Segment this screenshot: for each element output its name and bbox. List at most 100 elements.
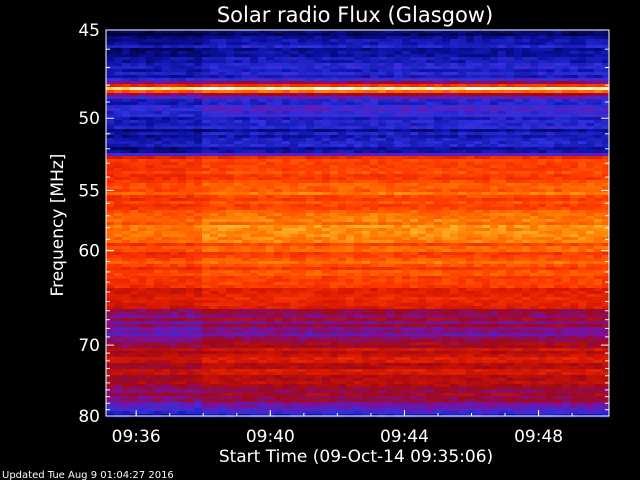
spectrogram-cell xyxy=(330,72,339,76)
spectrogram-cell xyxy=(322,45,331,49)
spectrogram-cell xyxy=(474,135,483,139)
spectrogram-cell xyxy=(250,66,259,70)
spectrogram-cell xyxy=(402,96,411,100)
spectrogram-cell xyxy=(474,195,483,199)
spectrogram-cell xyxy=(114,207,123,211)
spectrogram-cell xyxy=(562,246,571,250)
spectrogram-cell xyxy=(106,222,115,226)
spectrogram-cell xyxy=(594,219,603,223)
spectrogram-cell xyxy=(346,54,355,58)
spectrogram-cell xyxy=(410,138,419,142)
spectrogram-cell xyxy=(602,135,610,139)
spectrogram-cell xyxy=(594,246,603,250)
spectrogram-cell xyxy=(546,57,555,61)
spectrogram-cell xyxy=(298,105,307,109)
spectrogram-cell xyxy=(170,147,179,151)
spectrogram-cell xyxy=(106,240,115,244)
spectrogram-cell xyxy=(138,168,147,172)
spectrogram-cell xyxy=(274,33,283,37)
spectrogram-cell xyxy=(362,141,371,145)
spectrogram-cell xyxy=(210,249,219,253)
spectrogram-cell xyxy=(450,174,459,178)
spectrogram-cell xyxy=(234,153,243,157)
spectrogram-cell xyxy=(522,84,531,88)
spectrogram-cell xyxy=(410,198,419,202)
spectrogram-cell xyxy=(130,261,139,265)
spectrogram-cell xyxy=(474,123,483,127)
spectrogram-cell xyxy=(242,93,251,97)
spectrogram-cell xyxy=(114,168,123,172)
spectrogram-cell xyxy=(114,123,123,127)
spectrogram-cell xyxy=(498,201,507,205)
spectrogram-cell xyxy=(474,51,483,55)
spectrogram-cell xyxy=(362,105,371,109)
spectrogram-cell xyxy=(410,255,419,259)
spectrogram-cell xyxy=(330,141,339,145)
spectrogram-cell xyxy=(330,180,339,184)
spectrogram-cell xyxy=(162,171,171,175)
spectrogram-cell xyxy=(450,231,459,235)
spectrogram-cell xyxy=(530,246,539,250)
spectrogram-cell xyxy=(330,96,339,100)
spectrogram-cell xyxy=(258,141,267,145)
spectrogram-cell xyxy=(442,120,451,124)
spectrogram-cell xyxy=(482,54,491,58)
spectrogram-cell xyxy=(442,60,451,64)
spectrogram-cell xyxy=(402,171,411,175)
spectrogram-cell xyxy=(322,240,331,244)
spectrogram-cell xyxy=(474,81,483,85)
spectrogram-cell xyxy=(146,72,155,76)
spectrogram-cell xyxy=(594,255,603,259)
spectrogram-cell xyxy=(386,51,395,55)
spectrogram-cell xyxy=(330,204,339,208)
spectrogram-cell xyxy=(154,210,163,214)
spectrogram-cell xyxy=(282,45,291,49)
spectrogram-cell xyxy=(370,42,379,46)
spectrogram-cell xyxy=(602,255,610,259)
spectrogram-cell xyxy=(490,228,499,232)
spectrogram-cell xyxy=(162,225,171,229)
spectrogram-cell xyxy=(586,33,595,37)
spectrogram-cell xyxy=(250,222,259,226)
spectrogram-cell xyxy=(410,237,419,241)
spectrogram-cell xyxy=(242,99,251,103)
spectrogram-cell xyxy=(274,189,283,193)
spectrogram-cell xyxy=(442,39,451,43)
spectrogram-cell xyxy=(274,165,283,169)
spectrogram-cell xyxy=(442,180,451,184)
spectrogram-cell xyxy=(178,138,187,142)
spectrogram-cell xyxy=(154,174,163,178)
spectrogram-cell xyxy=(330,159,339,163)
spectrogram-cell xyxy=(322,171,331,175)
spectrogram-cell xyxy=(530,45,539,49)
spectrogram-cell xyxy=(498,84,507,88)
spectrogram-cell xyxy=(546,81,555,85)
spectrogram-cell xyxy=(434,111,443,115)
spectrogram-cell xyxy=(322,57,331,61)
spectrogram-cell xyxy=(506,120,515,124)
spectrogram-cell xyxy=(394,57,403,61)
spectrogram-cell xyxy=(474,141,483,145)
spectrogram-cell xyxy=(378,207,387,211)
spectrogram-cell xyxy=(466,168,475,172)
spectrogram-cell xyxy=(218,120,227,124)
spectrogram-cell xyxy=(570,75,579,79)
spectrogram-cell xyxy=(114,138,123,142)
spectrogram-cell xyxy=(266,111,275,115)
spectrogram-cell xyxy=(554,135,563,139)
spectrogram-cell xyxy=(146,117,155,121)
spectrogram-cell xyxy=(178,141,187,145)
spectrogram-cell xyxy=(290,93,299,97)
spectrogram-cell xyxy=(322,42,331,46)
spectrogram-cell xyxy=(354,84,363,88)
spectrogram-cell xyxy=(442,111,451,115)
spectrogram-cell xyxy=(314,114,323,118)
spectrogram-cell xyxy=(530,30,539,34)
spectrogram-cell xyxy=(514,126,523,130)
spectrogram-cell xyxy=(602,54,610,58)
spectrogram-cell xyxy=(482,153,491,157)
spectrogram-cell xyxy=(210,195,219,199)
spectrogram-cell xyxy=(298,126,307,130)
spectrogram-cell xyxy=(578,87,587,91)
spectrogram-cell xyxy=(514,117,523,121)
